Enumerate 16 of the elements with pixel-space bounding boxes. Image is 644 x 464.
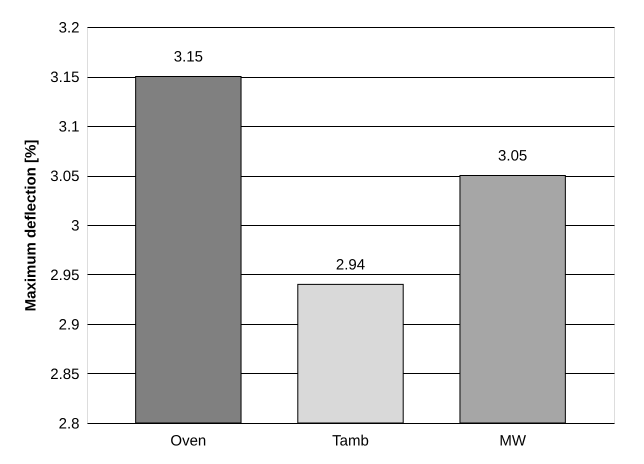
y-tick-label: 2.8 bbox=[58, 416, 80, 432]
y-tick-label: 3 bbox=[71, 218, 80, 234]
y-tick-label: 3.1 bbox=[58, 118, 80, 136]
y-tick-label: 2.85 bbox=[50, 366, 80, 383]
y-tick-label: 2.9 bbox=[58, 316, 80, 334]
data-label: 2.94 bbox=[336, 256, 366, 274]
x-tick-label: Oven bbox=[170, 432, 206, 450]
y-tick-label: 2.95 bbox=[50, 267, 80, 284]
y-tick-label: 3.15 bbox=[50, 69, 80, 86]
y-tick-label: 3.05 bbox=[50, 168, 80, 185]
x-tick-label: Tamb bbox=[332, 432, 369, 450]
data-label: 3.15 bbox=[174, 48, 203, 66]
y-axis-title: Maximum deflection [%] bbox=[22, 140, 40, 312]
x-tick-label: MW bbox=[499, 432, 527, 450]
y-tick-label: 3.2 bbox=[58, 20, 80, 36]
data-label: 3.05 bbox=[498, 148, 528, 164]
